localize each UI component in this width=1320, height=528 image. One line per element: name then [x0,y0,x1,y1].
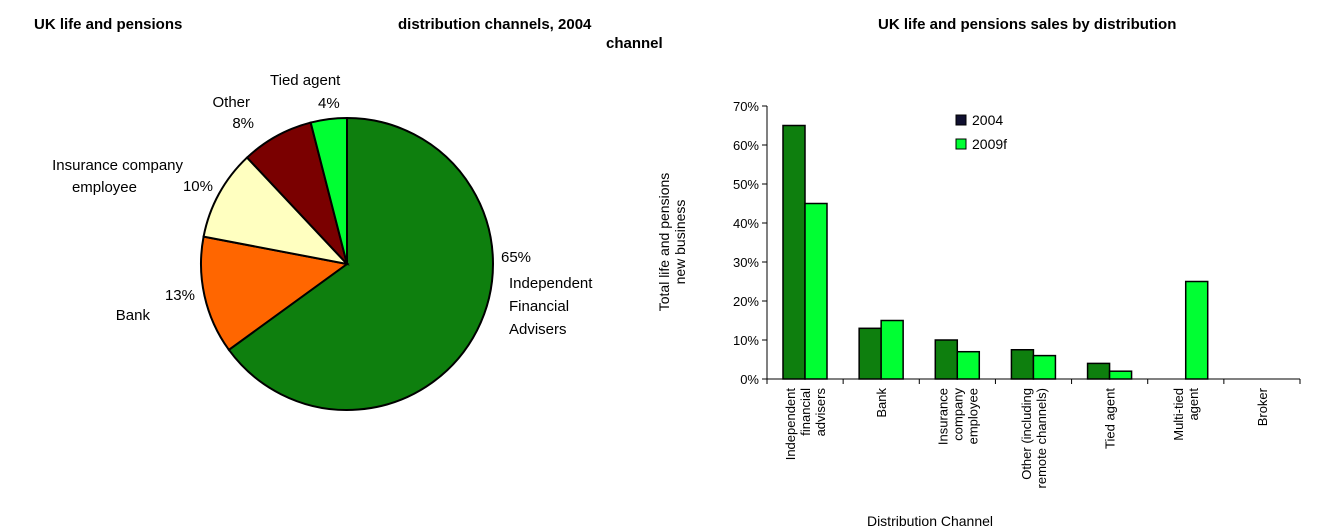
pie-slice-1 [200,235,350,352]
pie-chart: 65% Independent Financial Advisers 13% Bank 10… [52,72,593,411]
y-tick-label: 50% [733,177,759,192]
y-tick-label: 0% [740,372,759,387]
x-category-label-2: employee [965,388,980,444]
bar-2004-2 [934,339,959,380]
pie-title-part1: UK life and pensions [34,16,183,33]
pie-slice-0 [227,116,494,411]
legend-swatch-2004 [955,114,967,126]
y-tick-label: 60% [733,138,759,153]
pie-slice-name-label-0: Advisers [509,321,567,338]
y-tick-label: 10% [733,333,759,348]
pie-slice-pct-label-2: 10% [183,178,213,195]
x-category-label-2: Insurance [935,388,950,445]
x-category-label-3: Other (including [1019,388,1034,480]
bar-2004-3 [1010,349,1035,380]
y-axis-label: Total life and pensions [656,173,672,312]
y-axis-label: new business [672,200,688,285]
bar-chart: 0% 10% 20% 30% 40% 50% 60% 70% Independent financ… [656,99,1301,528]
pie-slice-name-label-2: Insurance company [52,157,183,174]
pie-slice-name-label-1: Bank [116,307,151,324]
bar-title: UK life and pensions sales by distributi… [878,16,1177,33]
legend-label-2009f: 2009f [972,136,1007,152]
x-category-label-4: Tied agent [1103,388,1118,449]
pie-slice-pct-label-0: 65% [501,249,531,266]
legend-swatch-2009f [955,138,967,150]
bar-2009f-2 [956,350,981,380]
bar-2009f-0 [804,202,828,380]
x-axis-label: Distribution Channel [867,513,993,528]
pie-slice-name-label-0: Financial [509,298,569,315]
x-category-label-3: remote channels) [1034,388,1049,488]
bar-2009f-1 [880,319,904,380]
pie-slice-2 [202,156,350,266]
pie-slice-name-label-4: Tied agent [270,72,341,89]
pie-slice-4 [309,116,348,265]
pie-slice-pct-label-4: 4% [318,95,340,112]
y-tick-label: 40% [733,216,759,231]
bar-2004-0 [782,124,806,380]
x-category-label-0: advisers [813,388,828,437]
pie-title-part2: distribution channels, 2004 [398,16,592,33]
bar-2009f-5 [1184,280,1209,380]
x-category-label-2: company [950,388,965,441]
x-category-label-0: Independent [783,388,798,461]
bar-2009f-4 [1108,370,1133,380]
y-tick-label: 30% [733,255,759,270]
bar-2004-4 [1086,362,1111,380]
x-category-label-5: Multi-tied [1171,388,1186,441]
pie-slice-name-label-0: Independent [509,275,593,292]
y-tick-label: 70% [733,99,759,114]
x-category-label-5: agent [1186,388,1201,421]
pie-slice-name-label-2: employee [72,179,137,196]
bar-2009f-3 [1032,354,1057,380]
x-category-label-0: financial [798,388,813,436]
x-category-label-1: Bank [874,388,889,418]
pie-slice-pct-label-1: 13% [165,287,195,304]
pie-slice-name-label-3: Other [212,94,250,111]
y-tick-label: 20% [733,294,759,309]
legend-label-2004: 2004 [972,112,1003,128]
bar-2004-1 [858,327,882,380]
x-category-label-6: Broker [1255,387,1270,426]
pie-slice-pct-label-3: 8% [232,115,254,132]
pie-title-part3: channel [606,35,663,52]
